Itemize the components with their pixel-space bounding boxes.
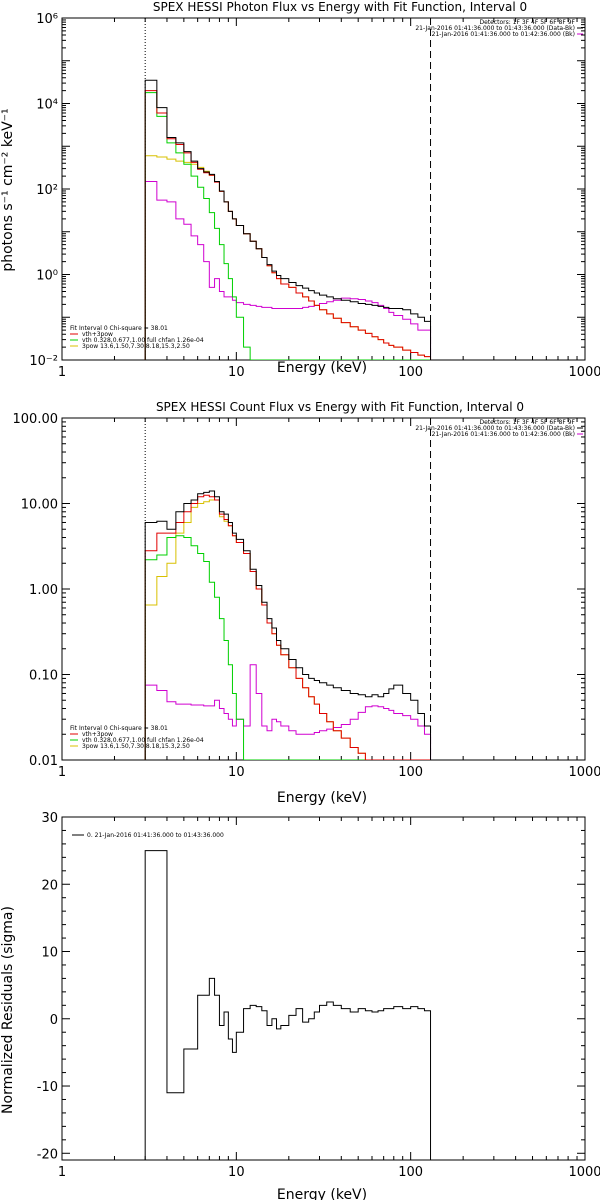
panel1-xtick-label: 100: [398, 365, 423, 380]
panel1-fit-line: 3pow 13.6,1.50,7.30,8.18,15.3,2.50: [82, 343, 190, 350]
panel2-ytick-label: 100.00: [13, 412, 59, 427]
panel2-series-group: [145, 491, 430, 760]
panel1-series-data-bk: [145, 80, 430, 360]
panel2-xlabel: Energy (keV): [277, 790, 367, 806]
panel2-axes-frame: [62, 418, 585, 760]
panel2-series-3pow: [145, 500, 430, 760]
panel1-ylabel: photons s⁻¹ cm⁻² keV⁻¹: [0, 108, 16, 271]
panel1-series-bk: [145, 181, 430, 360]
panel1-axes-frame: [62, 18, 585, 360]
panel1-series-vth: [145, 93, 430, 360]
panel2-xtick-label: 10: [228, 765, 245, 780]
panel3-xtick-label: 1: [58, 1165, 66, 1180]
panel-count-flux: SPEX HESSI Count Flux vs Energy with Fit…: [13, 400, 600, 806]
panel3-ytick-label: 20: [41, 878, 58, 893]
panel1-series-3pow: [145, 156, 430, 360]
panel2-ytick-label: 1.00: [29, 583, 58, 598]
panel1-ytick-label: 10⁶: [36, 12, 58, 27]
panel2-header-line: 21-Jan-2016 01:41:36.000 to 01:42:36.000…: [432, 431, 575, 438]
panel3-ytick-label: 30: [41, 811, 58, 826]
panel2-series-data-bk: [145, 491, 430, 760]
panel1-xtick-label: 10: [228, 365, 245, 380]
panel1-series-group: [145, 80, 430, 360]
panel-residuals: Energy (keV) Normalized Residuals (sigma…: [0, 811, 600, 1200]
panel3-series-group: [145, 851, 430, 1160]
panel1-xlabel: Energy (keV): [277, 360, 367, 376]
panel1-series-vth-3pow: [145, 91, 430, 360]
panel2-ytick-label: 0.10: [29, 669, 58, 684]
panel1-xtick-label: 1: [58, 365, 66, 380]
panel1-ytick-label: 10⁻²: [29, 354, 58, 369]
panel1-ytick-label: 10⁰: [36, 269, 58, 284]
panel3-ytick-label: 0: [50, 1013, 58, 1028]
panel2-ytick-label: 10.00: [21, 498, 58, 513]
panel2-xtick-label: 100: [398, 765, 423, 780]
panel2-fit-line: 3pow 13.6,1.50,7.30,8.18,15.3,2.50: [82, 743, 190, 750]
panel2-title: SPEX HESSI Count Flux vs Energy with Fit…: [156, 400, 524, 414]
panel3-legend-text: 0. 21-Jan-2016 01:41:36.000 to 01:43:36.…: [87, 832, 224, 839]
panel3-xtick-label: 100: [398, 1165, 423, 1180]
panel2-ytick-label: 0.01: [29, 754, 58, 769]
panel1-xtick-label: 1000: [568, 365, 600, 380]
panel3-ylabel: Normalized Residuals (sigma): [0, 906, 16, 1114]
panel3-axes-frame: [62, 817, 585, 1160]
panel1-header-line: 21-Jan-2016 01:41:36.000 to 01:42:36.000…: [432, 31, 575, 38]
panel3-ytick-label: -20: [37, 1147, 58, 1162]
panel-photon-flux: SPEX HESSI Photon Flux vs Energy with Fi…: [0, 0, 600, 380]
panel3-ytick-label: 10: [41, 946, 58, 961]
panel1-title: SPEX HESSI Photon Flux vs Energy with Fi…: [153, 0, 527, 14]
panel2-xtick-label: 1: [58, 765, 66, 780]
panel3-plot-area: 1 10 100 1000 -20 -10 0 10 20 30 0. 21-Jan-2016 01…: [37, 811, 600, 1180]
panel3-series-residuals: [145, 851, 430, 1160]
panel3-ytick-label: -10: [37, 1080, 58, 1095]
panel1-ytick-label: 10⁴: [36, 98, 58, 113]
panel1-ytick-label: 10²: [36, 183, 58, 198]
panel3-xtick-label: 1000: [568, 1165, 600, 1180]
panel2-series-vth-3pow: [145, 495, 430, 760]
panel3-xlabel: Energy (keV): [277, 1187, 367, 1200]
panel2-xtick-label: 1000: [568, 765, 600, 780]
panel3-xtick-label: 10: [228, 1165, 245, 1180]
